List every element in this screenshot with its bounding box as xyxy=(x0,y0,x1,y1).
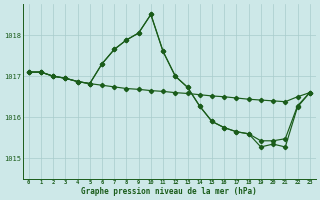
X-axis label: Graphe pression niveau de la mer (hPa): Graphe pression niveau de la mer (hPa) xyxy=(81,187,257,196)
